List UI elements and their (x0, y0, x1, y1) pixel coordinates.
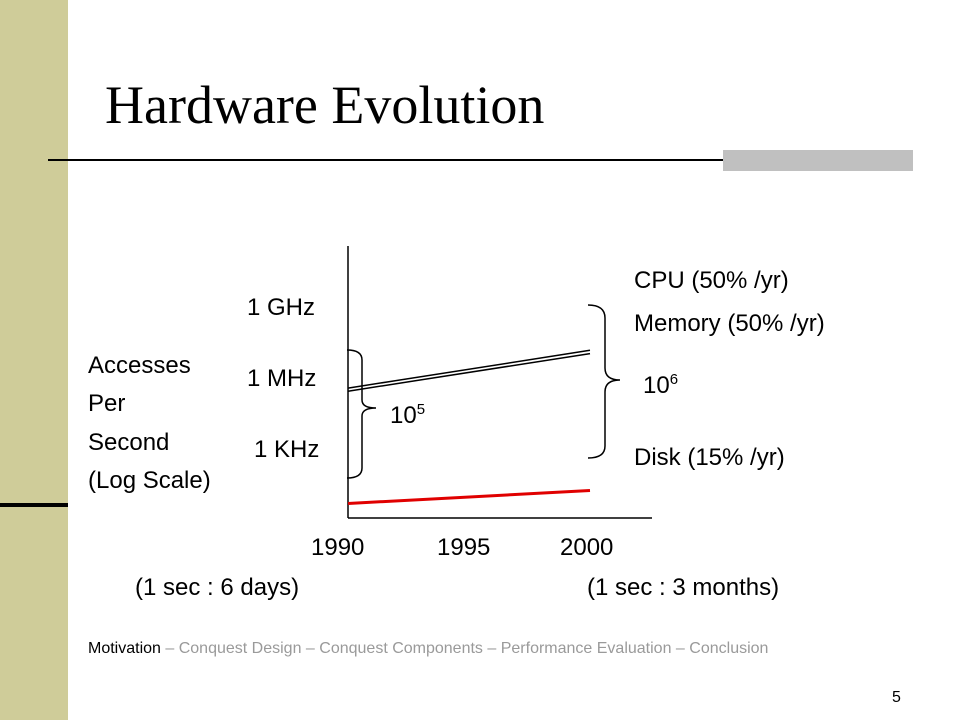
left-accent-bar-mark (0, 503, 68, 507)
y-tick-label: 1 KHz (254, 436, 320, 463)
footer-separator: – (301, 640, 320, 657)
footer-separator: – (160, 640, 179, 657)
annotation-base: 10 (643, 372, 670, 399)
left-accent-bar (0, 0, 68, 720)
page-number: 5 (892, 689, 901, 706)
annotation-exponent: 5 (416, 401, 426, 418)
title-rule (48, 159, 911, 161)
series-line (347, 349, 591, 389)
y-axis-label: Accesses Per Second (Log Scale) (88, 347, 211, 501)
series-label-disk: Disk (15% /yr) (634, 444, 785, 471)
footer-item: Motivation (88, 640, 161, 657)
footer-separator: – (671, 640, 690, 657)
x-tick-label: 1995 (437, 534, 491, 561)
slide-title: Hardware Evolution (105, 75, 545, 135)
series-label-memory: Memory (50% /yr) (634, 310, 825, 337)
footer-item: Conquest Components (319, 640, 483, 657)
y-tick-label: 1 GHz (247, 294, 316, 321)
series-line (347, 489, 591, 505)
footer-item: Conclusion (689, 640, 769, 657)
x-tick-note: (1 sec : 3 months) (587, 574, 780, 601)
title-rule-block (723, 150, 913, 171)
x-tick-label: 1990 (311, 534, 365, 561)
x-tick-note: (1 sec : 6 days) (135, 574, 300, 601)
brace-10-6 (587, 304, 621, 459)
annotation-10-5: 105 (390, 402, 425, 430)
footer-item: Performance Evaluation (500, 640, 672, 657)
y-axis-label-line: Per (88, 390, 126, 418)
footer-navigation: Motivation – Conquest Design – Conquest … (88, 640, 768, 658)
series-line (347, 352, 591, 392)
y-tick-label: 1 MHz (247, 365, 317, 392)
footer-separator: – (482, 640, 501, 657)
x-tick-label: 2000 (560, 534, 614, 561)
y-axis-label-line: Second (88, 428, 170, 456)
annotation-base: 10 (390, 402, 417, 429)
series-label-cpu: CPU (50% /yr) (634, 267, 789, 294)
brace-10-5 (346, 349, 377, 479)
y-axis-label-line: Accesses (88, 352, 191, 379)
series-layer (347, 349, 591, 505)
annotation-10-6: 106 (643, 372, 678, 400)
footer-item: Conquest Design (178, 640, 302, 657)
y-axis-label-line: (Log Scale) (88, 467, 211, 495)
annotation-exponent: 6 (669, 371, 679, 388)
